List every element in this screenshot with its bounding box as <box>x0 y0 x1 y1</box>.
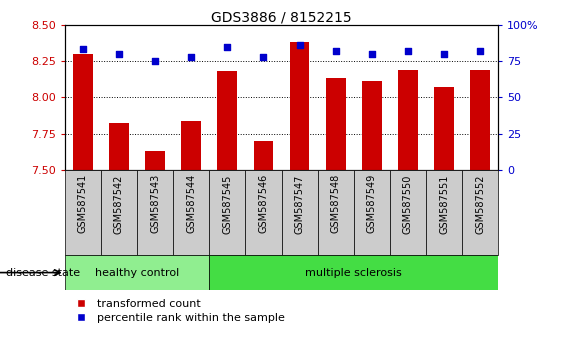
Bar <box>65 170 101 255</box>
Bar <box>282 170 318 255</box>
Text: multiple sclerosis: multiple sclerosis <box>305 268 402 278</box>
Bar <box>73 54 93 170</box>
Bar <box>470 70 490 170</box>
Bar <box>318 170 354 255</box>
Point <box>367 51 376 57</box>
Bar <box>145 151 165 170</box>
Point <box>295 42 304 48</box>
Text: GSM587543: GSM587543 <box>150 174 160 233</box>
Point <box>187 54 196 59</box>
Text: GSM587551: GSM587551 <box>439 174 449 234</box>
Bar <box>390 170 426 255</box>
Bar <box>362 81 382 170</box>
Bar <box>65 255 209 290</box>
Text: GSM587545: GSM587545 <box>222 174 233 234</box>
Point <box>331 48 340 54</box>
Text: GSM587552: GSM587552 <box>475 174 485 234</box>
Bar <box>434 87 454 170</box>
Bar <box>217 71 237 170</box>
Point <box>259 54 268 59</box>
Bar <box>462 170 498 255</box>
Bar <box>326 79 346 170</box>
Point <box>114 51 123 57</box>
Bar <box>253 141 274 170</box>
Point <box>150 58 159 64</box>
Text: GSM587547: GSM587547 <box>294 174 305 234</box>
Text: GSM587546: GSM587546 <box>258 174 269 233</box>
Text: GSM587549: GSM587549 <box>367 174 377 233</box>
Text: healthy control: healthy control <box>95 268 179 278</box>
Text: GSM587548: GSM587548 <box>330 174 341 233</box>
Bar <box>101 170 137 255</box>
Bar <box>245 170 282 255</box>
Bar <box>173 170 209 255</box>
Bar <box>426 170 462 255</box>
Text: GSM587541: GSM587541 <box>78 174 88 233</box>
Bar <box>209 255 498 290</box>
Legend: transformed count, percentile rank within the sample: transformed count, percentile rank withi… <box>70 299 285 323</box>
Bar <box>209 170 245 255</box>
Text: GDS3886 / 8152215: GDS3886 / 8152215 <box>211 11 352 25</box>
Text: GSM587550: GSM587550 <box>403 174 413 234</box>
Point <box>404 48 413 54</box>
Text: GSM587544: GSM587544 <box>186 174 196 233</box>
Bar <box>181 121 201 170</box>
Point <box>78 47 87 52</box>
Text: GSM587542: GSM587542 <box>114 174 124 234</box>
Bar <box>289 42 310 170</box>
Text: disease state: disease state <box>6 268 80 278</box>
Bar <box>109 124 129 170</box>
Bar <box>398 70 418 170</box>
Bar <box>354 170 390 255</box>
Point <box>223 44 232 50</box>
Point <box>440 51 449 57</box>
Point <box>476 48 485 54</box>
Bar <box>137 170 173 255</box>
